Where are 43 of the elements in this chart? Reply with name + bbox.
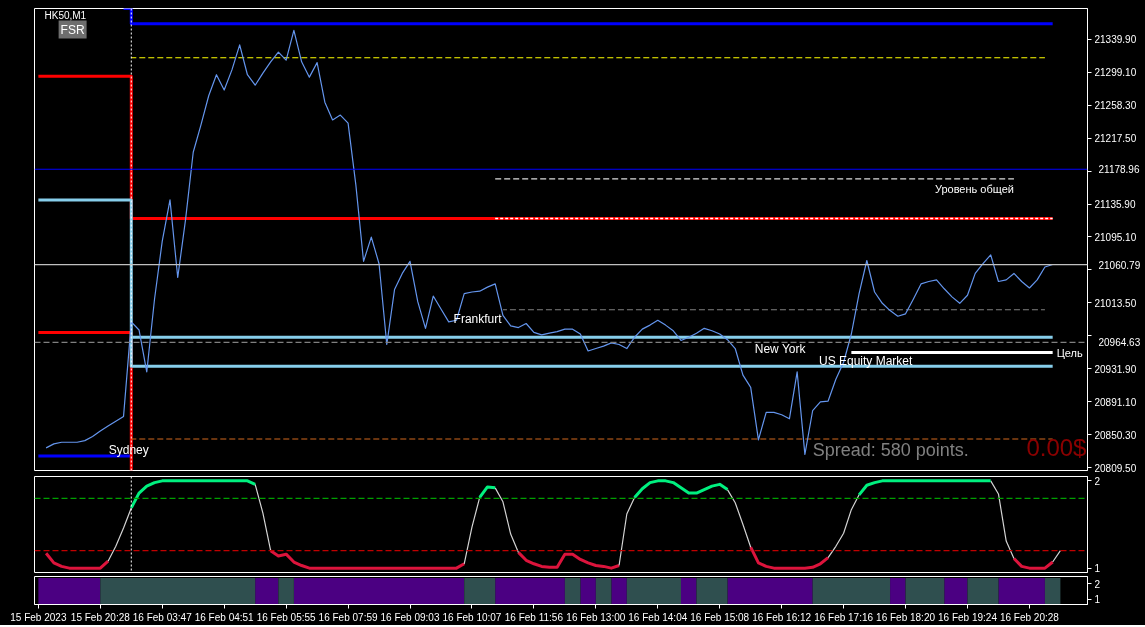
- y-tick-label: 21299.10: [1094, 67, 1137, 79]
- x-tick-label: 16 Feb 20:28: [999, 611, 1060, 623]
- x-tick-label: 16 Feb 13:00: [566, 611, 626, 623]
- y-tick-label: 1: [1094, 594, 1101, 606]
- x-tick-label: 16 Feb 18:20: [876, 611, 936, 623]
- x-tick-label: 15 Feb 20:28: [70, 611, 131, 623]
- x-tick-label: 16 Feb 07:59: [318, 611, 378, 623]
- ref-line-label: 21178.96: [1098, 164, 1140, 176]
- x-tick-label: 15 Feb 2023: [10, 611, 67, 623]
- x-tick-label: 16 Feb 10:07: [442, 611, 502, 623]
- y-tick-label: 20891.10: [1094, 396, 1137, 408]
- y-tick-label: 21217.50: [1094, 133, 1137, 145]
- x-tick-label: 16 Feb 11:56: [504, 611, 564, 623]
- x-tick-label: 16 Feb 14:04: [628, 611, 688, 623]
- annotation: Spread: 580 points.: [812, 439, 969, 460]
- y-tick-label: 21339.90: [1094, 34, 1137, 46]
- y-tick-label: 20809.50: [1094, 462, 1137, 474]
- y-tick-label: 20850.30: [1094, 429, 1137, 441]
- y-tick-label: 1: [1094, 563, 1101, 575]
- y-tick-label: 21013.50: [1094, 297, 1137, 309]
- y-tick-label: 21095.10: [1094, 232, 1137, 243]
- series-label: Уровень общей: [934, 182, 1014, 195]
- series-label: Цель: [1056, 346, 1083, 359]
- x-tick-label: 16 Feb 09:03: [380, 611, 440, 623]
- y-tick-label: 20931.90: [1094, 363, 1137, 375]
- x-tick-label: 16 Feb 16:12: [752, 611, 812, 623]
- x-tick-label: 16 Feb 15:08: [690, 611, 750, 623]
- x-tick-label: 16 Feb 04:51: [194, 611, 255, 623]
- ref-line-label: 20964.63: [1098, 337, 1141, 349]
- annotation: Frankfurt: [453, 311, 503, 326]
- y-tick-label: 21135.90: [1094, 199, 1136, 211]
- y-tick-label: 2: [1094, 475, 1101, 487]
- x-tick-label: 16 Feb 03:47: [132, 611, 193, 623]
- annotation: FSR: [60, 22, 85, 37]
- annotation: 0.00$: [1026, 433, 1087, 461]
- y-tick-label: 21258.30: [1094, 100, 1137, 112]
- ref-line-label: 21060.79: [1098, 259, 1141, 271]
- x-tick-label: 16 Feb 19:24: [938, 611, 998, 623]
- y-tick-label: 2: [1094, 578, 1101, 590]
- annotation: New York: [754, 342, 807, 357]
- chart-title: HK50,M1: [44, 9, 87, 21]
- x-tick-label: 16 Feb 05:55: [256, 611, 317, 623]
- x-tick-label: 16 Feb 17:16: [814, 611, 874, 623]
